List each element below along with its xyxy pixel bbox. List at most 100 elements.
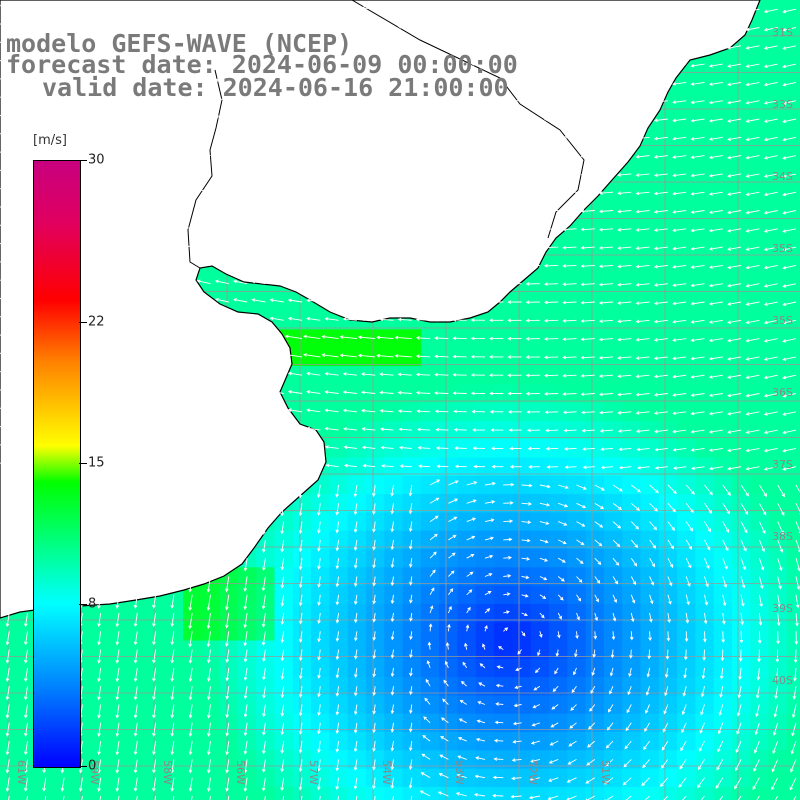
wind-arrow — [557, 612, 562, 620]
wind-cell — [164, 786, 184, 800]
wind-cell — [750, 786, 770, 800]
wind-arrow — [353, 503, 358, 516]
wind-arrow — [708, 27, 723, 32]
wind-arrow — [50, 58, 65, 65]
wind-arrow — [178, 334, 193, 340]
wind-arrow — [287, 78, 303, 83]
wind-arrow — [269, 243, 284, 248]
wind-arrow — [543, 81, 559, 85]
wind-arrow — [763, 393, 778, 398]
wind-arrow — [740, 594, 745, 607]
wind-arrow — [521, 483, 533, 488]
wind-arrow — [598, 227, 614, 232]
wind-arrow — [141, 425, 156, 431]
wind-arrow — [123, 4, 138, 10]
wind-cell — [347, 420, 367, 440]
wind-arrow — [727, 264, 742, 270]
wind-arrow — [214, 352, 229, 358]
wind-cell — [768, 402, 788, 422]
wind-arrow — [269, 151, 284, 157]
wind-arrow — [791, 704, 797, 719]
wind-cell — [475, 768, 495, 788]
wind-cell — [457, 329, 477, 349]
wind-arrow — [141, 370, 156, 376]
wind-cell — [457, 347, 477, 367]
wind-arrow — [42, 777, 47, 792]
wind-arrow — [617, 374, 632, 379]
wind-arrow — [342, 97, 357, 102]
wind-arrow — [434, 43, 449, 48]
wind-cell — [366, 402, 385, 422]
wind-arrow — [225, 484, 230, 500]
wind-arrow — [543, 154, 559, 158]
wind-arrow — [50, 132, 65, 138]
wind-arrow — [745, 8, 760, 14]
model-title: modelo GEFS-WAVE (NCEP) — [6, 29, 353, 58]
latitude-label: 33S — [772, 98, 793, 111]
wind-arrow — [233, 407, 248, 413]
wind-arrow — [415, 244, 431, 249]
wind-arrow — [178, 224, 193, 230]
wind-arrow — [196, 23, 211, 28]
wind-arrow — [635, 136, 650, 141]
wind-cell — [713, 768, 733, 788]
wind-arrow — [426, 660, 431, 669]
wind-cell — [768, 36, 788, 56]
wind-arrow — [243, 558, 248, 572]
wind-cell — [622, 768, 642, 788]
wind-arrow — [568, 740, 577, 747]
wind-arrow — [654, 466, 668, 470]
wind-arrow — [580, 99, 595, 104]
wind-arrow — [324, 79, 339, 83]
wind-arrow — [415, 171, 431, 176]
wind-arrow — [437, 791, 449, 797]
wind-arrow — [123, 41, 138, 47]
wind-arrow — [415, 390, 431, 395]
wind-cell — [420, 750, 440, 770]
wind-cell — [274, 786, 294, 800]
wind-cell — [512, 677, 532, 696]
wind-arrow — [408, 741, 413, 752]
wind-arrow — [454, 446, 467, 450]
wind-arrow — [78, 777, 83, 792]
wind-cell — [585, 366, 605, 385]
wind-arrow — [763, 100, 778, 105]
wind-arrow — [489, 25, 504, 30]
wind-cell — [494, 750, 513, 770]
wind-arrow — [14, 314, 28, 321]
wind-cell — [420, 768, 440, 788]
wind-arrow — [379, 299, 394, 303]
wind-arrow — [672, 100, 687, 104]
wind-cell — [750, 366, 770, 385]
wind-arrow — [50, 40, 65, 47]
wind-arrow — [243, 539, 248, 554]
wind-arrow — [324, 134, 339, 138]
wind-arrow — [97, 521, 102, 536]
wind-arrow — [664, 686, 669, 697]
wind-arrow — [170, 722, 175, 737]
wind-arrow — [133, 631, 138, 646]
wind-arrow — [287, 97, 303, 102]
wind-arrow — [589, 704, 596, 712]
wind-arrow — [170, 503, 175, 518]
wind-arrow — [206, 484, 211, 500]
wind-arrow — [554, 667, 559, 675]
wind-arrow — [251, 298, 266, 303]
wind-arrow — [654, 429, 668, 434]
wind-arrow — [269, 206, 284, 211]
wind-arrow — [133, 484, 138, 500]
wind-cell — [713, 439, 733, 459]
wind-arrow — [23, 503, 28, 518]
wind-arrow — [503, 537, 513, 542]
wind-arrow — [68, 132, 83, 138]
wind-arrow — [269, 60, 284, 65]
wind-arrow — [719, 795, 724, 800]
wind-arrow — [225, 704, 230, 719]
wind-arrow — [635, 81, 650, 86]
wind-arrow — [514, 685, 522, 690]
wind-arrow — [269, 133, 284, 138]
wind-arrow — [152, 612, 157, 628]
wind-cell — [475, 786, 495, 800]
wind-arrow — [243, 722, 248, 737]
